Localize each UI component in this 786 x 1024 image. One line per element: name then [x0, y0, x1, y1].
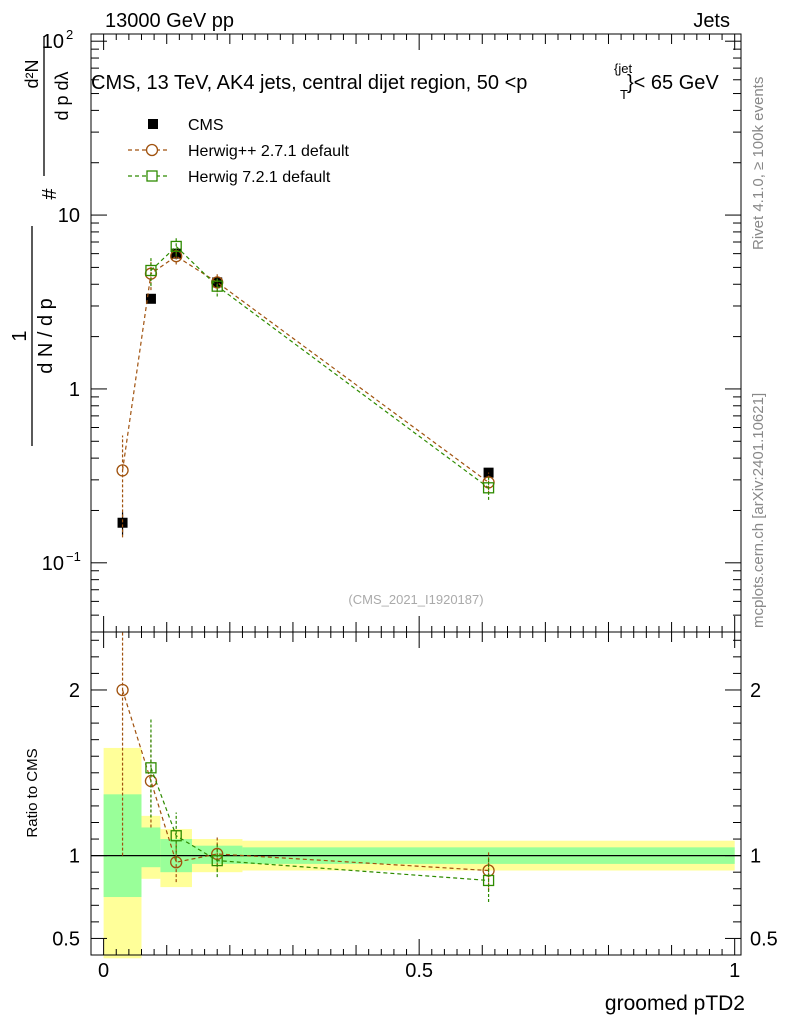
plot-title-sup: {jet [614, 61, 632, 76]
ratio-series-herwig7 [145, 718, 495, 902]
x-tick-label: 0 [98, 960, 109, 982]
y-axis-label-ratio: Ratio to CMS [24, 748, 41, 837]
y-tick-label-ratio: 2 [69, 680, 80, 702]
point-cms [145, 293, 156, 304]
point-herwigpp [116, 464, 129, 477]
x-tick-label: 0.5 [405, 960, 433, 982]
ratio-line-herwig7 [150, 767, 489, 882]
point-herwig7 [482, 482, 495, 494]
plot-title: CMS, 13 TeV, AK4 jets, central dijet reg… [91, 61, 719, 102]
legend-marker-herwigpp [145, 143, 159, 157]
y-tick-label-main: 10 [58, 205, 80, 227]
legend-entry-herwigpp: Herwig++ 2.7.1 default [128, 143, 350, 160]
point-cms [212, 277, 223, 288]
y-tick-label-main: 1 [69, 379, 80, 401]
legend-entry-herwig7: Herwig 7.2.1 default [128, 169, 331, 186]
svg-text:#: # [39, 188, 61, 200]
y-tick-label-main: 10 [42, 31, 64, 53]
ratio-line-herwigpp [121, 689, 489, 872]
series-herwig7 [145, 237, 495, 500]
y-tick-label-exponent: 2 [66, 27, 73, 42]
ratio-point-herwig7 [482, 874, 495, 887]
ratio-point-herwig7 [145, 762, 157, 774]
legend-label-herwigpp: Herwig++ 2.7.1 default [188, 143, 350, 160]
plot-title-end: }< 65 GeV [627, 72, 719, 94]
legend-label-herwig7: Herwig 7.2.1 default [188, 169, 331, 186]
ratio-point-herwigpp [116, 683, 129, 697]
svg-text:d p dλ: d p dλ [52, 71, 72, 120]
mcplots-label: mcplots.cern.ch [arXiv:2401.10621] [750, 393, 767, 628]
plot-title-main: CMS, 13 TeV, AK4 jets, central dijet reg… [91, 72, 527, 94]
ratio-bands [103, 747, 735, 959]
ratio-panel: 0.5 0.5 1 1 2 2 [52, 631, 778, 959]
x-tick-labels: 0 0.5 1 [98, 960, 740, 982]
y-tick-label-main: 10 [42, 553, 64, 575]
series-herwigpp [116, 248, 495, 538]
ratio-band-inner [141, 827, 161, 868]
ratio-frame [90, 631, 742, 956]
rivet-version-label: Rivet 4.1.0, ≥ 100k events [750, 77, 767, 250]
point-herwig7 [145, 264, 157, 277]
x-tick-label: 1 [729, 960, 740, 982]
header-category: Jets [693, 10, 730, 32]
legend-marker-herwig7 [146, 170, 158, 182]
y-tick-label-ratio-right: 0.5 [750, 928, 778, 950]
point-cms [117, 517, 128, 528]
header-collision: 13000 GeV pp [105, 10, 234, 32]
x-axis-label: groomed pTD2 [605, 992, 745, 1015]
series-cms [117, 248, 494, 535]
ratio-series [116, 632, 495, 902]
y-tick-label-ratio: 0.5 [52, 928, 80, 950]
series-line-herwigpp [121, 255, 489, 483]
ratio-point-herwig7 [211, 854, 223, 867]
y-label-numerator: 1 [9, 330, 31, 341]
legend-marker-cms [148, 119, 158, 129]
point-herwig7 [170, 240, 182, 253]
y-axis-label-main: 1 d N / d p # d²N d p dλ [9, 36, 72, 446]
y-tick-label-ratio-right: 2 [750, 680, 761, 702]
main-series [116, 237, 495, 538]
ratio-ticks: 0.5 0.5 1 1 2 2 [52, 632, 778, 956]
y-tick-label-ratio-right: 1 [750, 846, 761, 868]
legend-entry-cms: CMS [148, 117, 224, 134]
svg-text:d²N: d²N [22, 59, 42, 88]
y-tick-label-exponent: −1 [66, 549, 81, 564]
plot-title-sub: T [620, 87, 628, 102]
ratio-point-herwig7 [170, 830, 182, 842]
series-line-herwig7 [150, 245, 489, 489]
y-label-denominator: d N / d p [35, 298, 57, 374]
legend: CMS Herwig++ 2.7.1 default Herwig 7.2.1 … [128, 117, 350, 186]
point-herwig7 [211, 280, 223, 292]
legend-label-cms: CMS [188, 117, 224, 134]
analysis-tag: (CMS_2021_I1920187) [348, 592, 483, 607]
ratio-band-inner [103, 794, 142, 898]
y-tick-label-ratio: 1 [69, 846, 80, 868]
